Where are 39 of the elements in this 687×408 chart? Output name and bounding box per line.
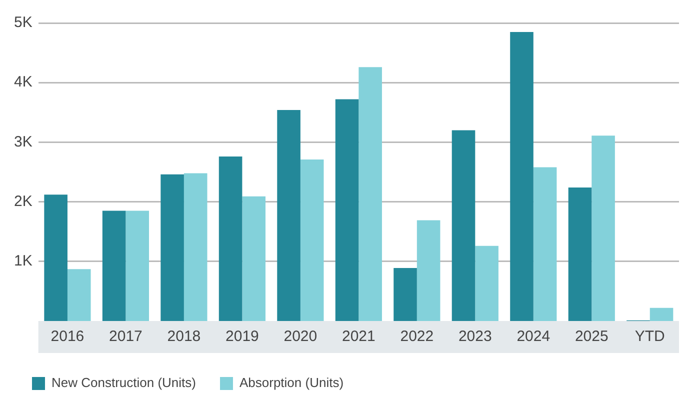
bar	[358, 67, 382, 321]
legend-label: Absorption (Units)	[239, 375, 344, 390]
bar	[277, 110, 300, 321]
bar	[394, 268, 417, 321]
x-tick-label: 2021	[342, 328, 376, 346]
bar	[592, 136, 615, 321]
x-tick-label: 2023	[458, 328, 492, 346]
bar	[102, 210, 126, 321]
bar	[44, 194, 68, 321]
y-tick-label: 4K	[14, 74, 32, 91]
bar	[126, 210, 150, 321]
x-tick-label: 2019	[226, 328, 259, 346]
x-tick-label: 2020	[284, 328, 318, 346]
x-tick-label: 2025	[574, 328, 608, 346]
bar	[510, 32, 534, 321]
x-tick-label: 2017	[109, 328, 142, 346]
x-tick-label: 2022	[400, 328, 434, 346]
bar	[416, 220, 440, 321]
bar	[568, 187, 592, 321]
y-tick-label: 3K	[14, 133, 32, 150]
legend-label: New Construction (Units)	[52, 375, 196, 390]
bar	[218, 156, 242, 321]
bar	[335, 99, 359, 321]
bar	[475, 246, 498, 321]
bar	[533, 167, 557, 321]
bar	[452, 130, 476, 321]
x-tick-label: YTD	[634, 328, 666, 346]
bar	[184, 173, 208, 321]
x-tick-label: 2016	[50, 328, 84, 346]
x-tick-label: 2024	[516, 328, 550, 346]
bar	[300, 159, 324, 321]
y-tick-label: 5K	[14, 14, 32, 32]
bar	[242, 196, 266, 321]
bar	[160, 174, 184, 321]
bar	[650, 308, 674, 321]
bar	[67, 269, 91, 321]
y-tick-label: 1K	[14, 252, 32, 270]
y-tick-label: 2K	[14, 192, 32, 210]
x-tick-label: 2018	[167, 328, 201, 346]
